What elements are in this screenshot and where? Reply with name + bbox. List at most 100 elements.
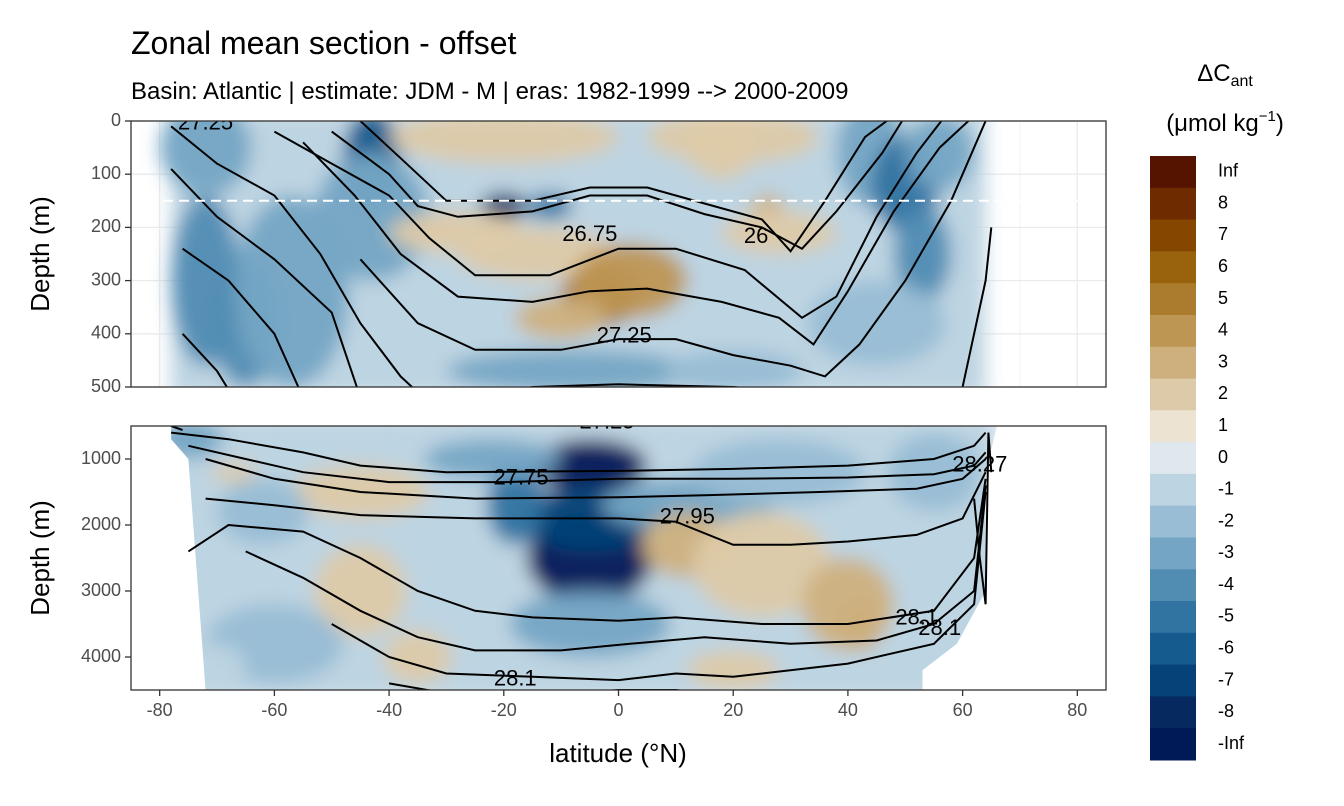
y-axis-title-lower: Depth (m) xyxy=(25,500,55,616)
y-tick-label: 0 xyxy=(111,110,121,130)
legend-label: 1 xyxy=(1218,415,1228,435)
isopycnal-label: 28.1 xyxy=(494,665,537,690)
isopycnal-line xyxy=(331,491,987,682)
legend-label: 8 xyxy=(1218,192,1228,212)
y-tick-label: 3000 xyxy=(81,580,121,600)
isopycnal-label: 28.1 xyxy=(895,605,938,630)
legend-swatch xyxy=(1150,601,1196,634)
x-tick-label: -40 xyxy=(376,700,402,720)
legend-label: 6 xyxy=(1218,256,1228,276)
x-tick-label: -80 xyxy=(147,700,173,720)
isopycnal-label: 27.95 xyxy=(660,504,715,529)
x-tick-label: 0 xyxy=(613,700,623,720)
isopycnal-line xyxy=(273,121,943,320)
legend-label: -6 xyxy=(1218,637,1234,657)
isopycnal-line xyxy=(527,383,745,387)
legend-label: -8 xyxy=(1218,701,1234,721)
y-axis-title-upper: Depth (m) xyxy=(25,196,55,312)
isopycnal-line xyxy=(973,432,993,605)
isopycnal-line xyxy=(205,471,987,546)
legend-swatch xyxy=(1150,219,1196,252)
y-tick-label: 2000 xyxy=(81,514,121,534)
y-tick-label: 1000 xyxy=(81,448,121,468)
isopycnal-label: 27.25 xyxy=(579,409,634,434)
x-tick-label: 40 xyxy=(838,700,858,720)
legend-label: -3 xyxy=(1218,542,1234,562)
isopycnal-line xyxy=(205,458,987,500)
isopycnal-line xyxy=(170,426,183,431)
isopycnal-line xyxy=(170,431,987,474)
isopycnal-label: 26 xyxy=(744,223,768,248)
legend-swatch xyxy=(1150,442,1196,475)
legend-label: -7 xyxy=(1218,669,1234,689)
x-tick-label: 20 xyxy=(723,700,743,720)
isopycnal-line xyxy=(170,125,414,387)
legend-swatch xyxy=(1150,473,1196,507)
legend-swatch xyxy=(1150,728,1196,761)
legend-label: -4 xyxy=(1218,574,1234,594)
legend-swatch xyxy=(1150,537,1196,570)
x-axis: -80 -60 -40 -20 0 20 40 60 80 xyxy=(147,690,1087,720)
isopycnal-line xyxy=(331,121,904,250)
legend-swatch xyxy=(1150,314,1196,348)
isopycnal-label: 28.1 xyxy=(918,615,961,640)
isopycnal-line xyxy=(359,121,889,253)
legend-label: Inf xyxy=(1218,161,1239,181)
isopycnal-label: 27.25 xyxy=(178,109,233,134)
legend-label: 3 xyxy=(1218,351,1228,371)
legend-swatch xyxy=(1150,410,1196,443)
y-tick-label: 400 xyxy=(91,323,121,343)
isopycnal-line xyxy=(302,121,970,346)
isopycnal-label: 28.27 xyxy=(952,451,1007,476)
x-tick-label: 60 xyxy=(953,700,973,720)
chart-subtitle: Basin: Atlantic | estimate: JDM - M | er… xyxy=(131,78,848,105)
y-tick-label: 100 xyxy=(91,163,121,183)
legend-label: 5 xyxy=(1218,288,1228,308)
x-tick-label: 80 xyxy=(1067,700,1087,720)
isopycnal-line xyxy=(181,333,229,387)
legend-swatch xyxy=(1150,632,1196,666)
panel-upper: 27.25 26.75 26 27.25 0 100 200 300 400 500 xyxy=(91,109,1107,396)
y-tick-label: 4000 xyxy=(81,646,121,666)
legend: ΔCant (μmol kg−1) Inf 8 7 6 5 4 3 2 1 0 -1 -2 -3 -4 -5… xyxy=(1150,60,1284,761)
legend-title: ΔCant xyxy=(1197,60,1253,90)
x-tick-label: -60 xyxy=(261,700,287,720)
legend-label: -5 xyxy=(1218,606,1234,626)
x-axis-title: latitude (°N) xyxy=(549,738,687,768)
isopycnal-line xyxy=(182,247,300,387)
legend-swatch xyxy=(1150,346,1196,380)
legend-swatch xyxy=(1150,696,1196,729)
isopycnal-line xyxy=(359,121,987,378)
legend-swatch xyxy=(1150,664,1196,697)
legend-swatch xyxy=(1150,156,1196,189)
legend-swatch xyxy=(1150,283,1196,316)
isopycnal-label: 26.75 xyxy=(562,221,617,246)
y-tick-label: 500 xyxy=(91,376,121,396)
panel-lower: 27.2527.7527.9528.128.128.128.228.271000… xyxy=(81,409,1107,711)
legend-label: -2 xyxy=(1218,510,1234,530)
x-tick-label: -20 xyxy=(491,700,517,720)
chart-title: Zonal mean section - offset xyxy=(131,25,517,61)
y-tick-label: 300 xyxy=(91,269,121,289)
isopycnal-label: 27.75 xyxy=(493,465,548,490)
isopycnal-label: 28.2 xyxy=(442,686,485,711)
legend-label: 0 xyxy=(1218,447,1228,467)
legend-swatch xyxy=(1150,505,1196,538)
legend-label: -Inf xyxy=(1218,733,1245,753)
isopycnal-line xyxy=(961,227,993,387)
legend-swatch xyxy=(1150,187,1196,221)
legend-swatch xyxy=(1150,569,1196,602)
legend-swatch xyxy=(1150,378,1196,411)
y-tick-label: 200 xyxy=(91,216,121,236)
legend-label: 2 xyxy=(1218,383,1228,403)
isopycnal-line xyxy=(187,478,987,625)
legend-swatch xyxy=(1150,251,1196,284)
legend-units: (μmol kg−1) xyxy=(1166,108,1284,137)
legend-label: 7 xyxy=(1218,224,1228,244)
isopycnal-label: 27.25 xyxy=(597,322,652,347)
isopycnal-line xyxy=(188,444,987,484)
legend-label: 4 xyxy=(1218,320,1228,340)
isopycnal-line xyxy=(245,485,987,652)
legend-label: -1 xyxy=(1218,479,1234,499)
